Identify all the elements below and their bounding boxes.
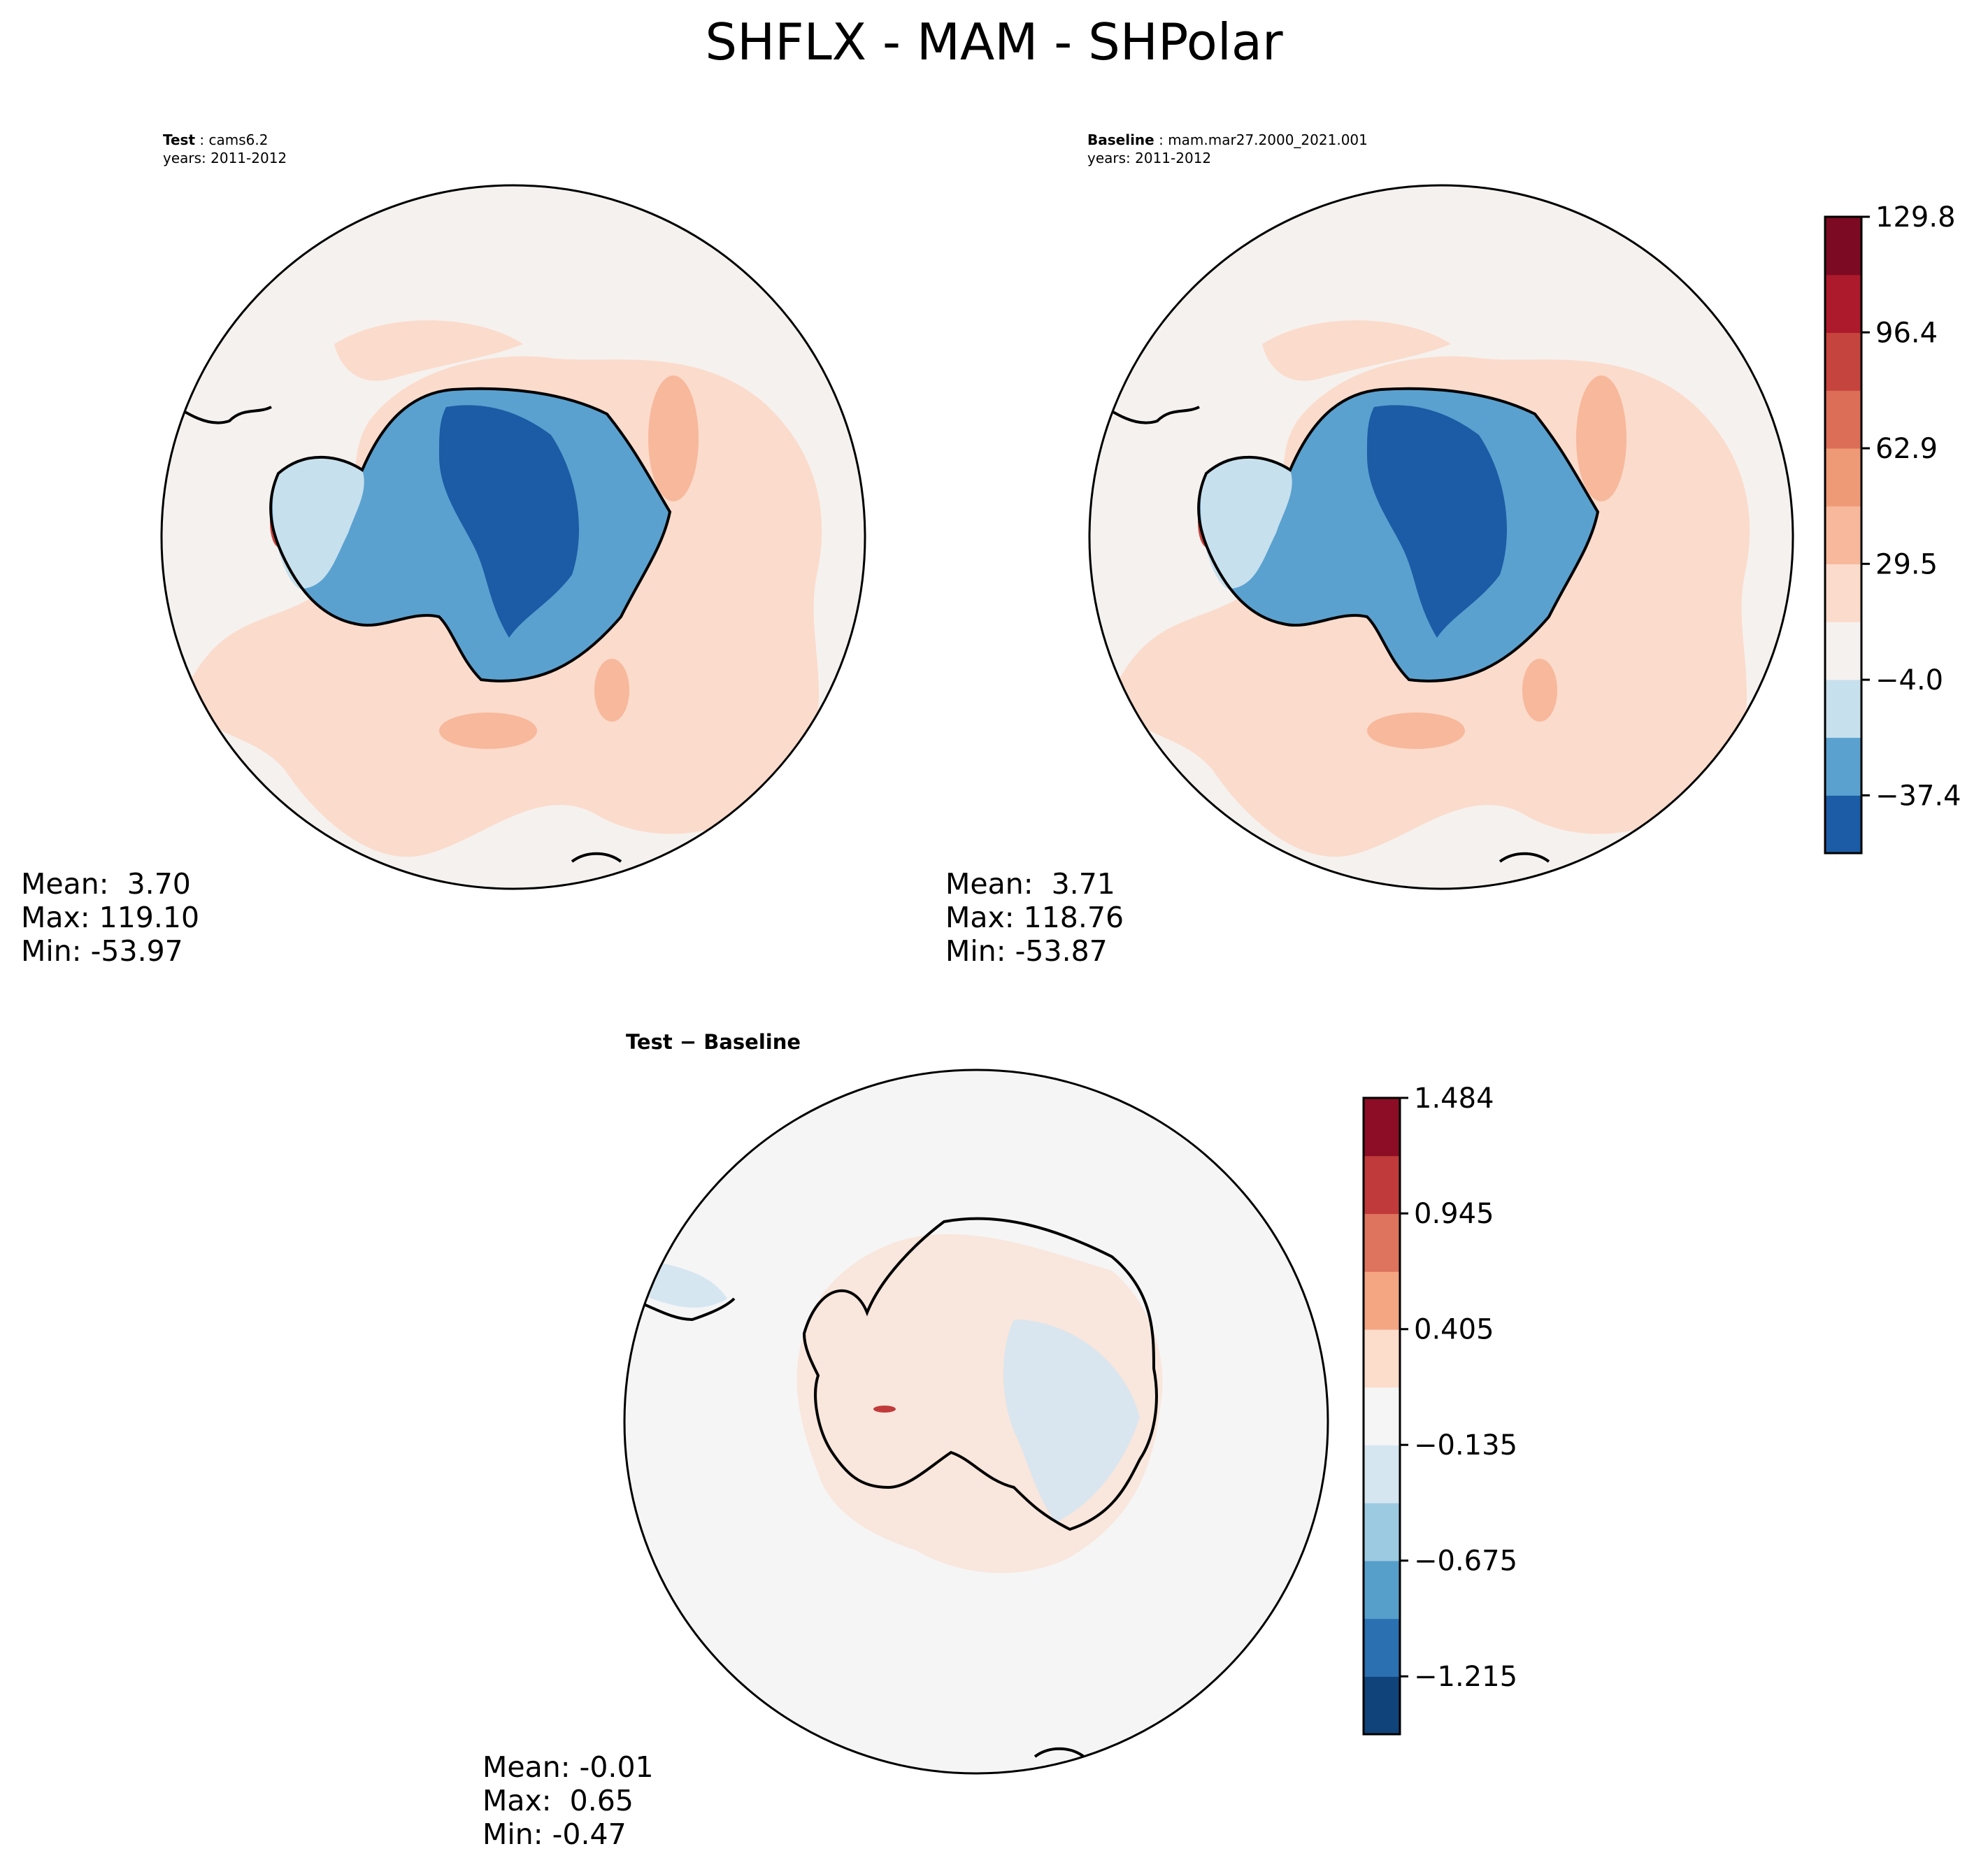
warm-patch	[334, 320, 523, 381]
difference-map	[623, 1069, 1329, 1775]
difference-colorbar-tick-label: −0.135	[1414, 1429, 1517, 1462]
baseline-colorbar-segment	[1825, 622, 1861, 680]
baseline-colorbar-segment	[1825, 564, 1861, 622]
difference-colorbar-segment	[1364, 1676, 1400, 1735]
antarctica-coastline	[802, 1217, 1158, 1531]
test-label-bold: Test	[163, 131, 196, 148]
difference-colorbar-frame	[1362, 1096, 1401, 1736]
warm-patch	[1367, 713, 1465, 749]
warm-patch	[439, 713, 537, 749]
difference-colorbar-tick-label: 0.945	[1414, 1198, 1494, 1230]
difference-colorbar-segment	[1364, 1155, 1400, 1215]
island-coastline	[571, 852, 622, 863]
test-map	[160, 184, 866, 890]
difference-colorbar-segment	[1364, 1098, 1400, 1157]
baseline-colorbar-tick-label: −4.0	[1875, 664, 1943, 696]
baseline-colorbar-segment	[1825, 274, 1861, 334]
baseline-colorbar-tick-label: −37.4	[1875, 780, 1961, 812]
difference-stat-mean: Mean: -0.01	[482, 1750, 654, 1784]
test-years: years: 2011-2012	[163, 150, 287, 166]
baseline-map	[1088, 184, 1794, 890]
warm-patch	[648, 376, 699, 501]
baseline-colorbar: 129.8 96.4 62.9 29.5 −4.0 −37.4	[1824, 201, 1961, 855]
cold-interior	[439, 405, 579, 638]
difference-stat-min: Min: -0.47	[482, 1817, 627, 1851]
baseline-colorbar-segment	[1825, 332, 1861, 391]
baseline-stats: Mean: 3.71 Max: 118.76 Min: -53.87	[945, 867, 1124, 968]
difference-colorbar-segment	[1364, 1503, 1400, 1562]
hot-spot	[873, 1406, 896, 1413]
baseline-label-colon: :	[1154, 131, 1168, 148]
difference-colorbar-tick-label: −1.215	[1414, 1661, 1517, 1693]
difference-colorbar-segment	[1364, 1329, 1400, 1388]
difference-colorbar-segment	[1364, 1618, 1400, 1677]
figure-title: SHFLX - MAM - SHPolar	[705, 13, 1283, 71]
antarctica-coastline	[269, 387, 672, 683]
baseline-stat-mean: Mean: 3.71	[945, 867, 1115, 901]
test-stat-mean: Mean: 3.70	[21, 867, 191, 901]
test-stat-max: Max: 119.10	[21, 901, 200, 934]
test-label: cams6.2	[208, 131, 269, 148]
baseline-stat-max: Max: 118.76	[945, 901, 1124, 934]
warm-patch	[1262, 320, 1451, 381]
warm-patch	[594, 659, 629, 722]
negative-diff-zone	[1003, 1320, 1140, 1522]
baseline-colorbar-frame	[1824, 215, 1863, 855]
difference-colorbar-segment	[1364, 1560, 1400, 1620]
baseline-panel-label: Baseline : mam.mar27.2000_2021.001 years…	[1087, 131, 1368, 167]
baseline-colorbar-tick-label: 129.8	[1875, 201, 1956, 234]
island-coastline	[1499, 852, 1550, 863]
test-label-colon: :	[195, 131, 209, 148]
difference-colorbar-segment	[1364, 1213, 1400, 1272]
baseline-colorbar-segment	[1825, 679, 1861, 738]
map-boundary	[1088, 184, 1794, 890]
test-panel-label: Test : cams6.2 years: 2011-2012	[163, 131, 287, 167]
baseline-colorbar-tick-label: 62.9	[1875, 433, 1938, 465]
map-boundary	[623, 1069, 1329, 1775]
cold-interior	[1367, 405, 1507, 638]
peninsula-ice	[1200, 457, 1292, 589]
baseline-colorbar-tick-label: 29.5	[1875, 548, 1938, 580]
difference-colorbar-tick-label: 0.405	[1414, 1314, 1494, 1346]
north-band	[1089, 185, 1793, 435]
difference-stat-max: Max: 0.65	[482, 1784, 634, 1817]
map-boundary	[160, 184, 866, 890]
baseline-colorbar-segment	[1825, 795, 1861, 854]
difference-stats: Mean: -0.01 Max: 0.65 Min: -0.47	[482, 1750, 654, 1851]
difference-colorbar-segment	[1364, 1445, 1400, 1503]
baseline-colorbar-segment	[1825, 448, 1861, 507]
difference-colorbar: 1.484 0.945 0.405 −0.135 −0.675 −1.215	[1362, 1082, 1517, 1736]
difference-colorbar-tick-label: 1.484	[1414, 1082, 1494, 1115]
difference-panel-label: Test − Baseline	[626, 1030, 801, 1054]
baseline-label-bold: Baseline	[1087, 131, 1154, 148]
baseline-label: mam.mar27.2000_2021.001	[1168, 131, 1368, 148]
antarctica-coastline	[1197, 387, 1600, 683]
test-stat-min: Min: -53.97	[21, 934, 183, 968]
difference-colorbar-tick-label: −0.675	[1414, 1545, 1517, 1578]
baseline-colorbar-segment	[1825, 506, 1861, 564]
north-band	[162, 185, 865, 435]
test-stats: Mean: 3.70 Max: 119.10 Min: -53.97	[21, 867, 199, 968]
baseline-colorbar-segment	[1825, 217, 1861, 276]
baseline-years: years: 2011-2012	[1087, 150, 1212, 166]
baseline-colorbar-segment	[1825, 737, 1861, 796]
difference-colorbar-segment	[1364, 1271, 1400, 1330]
baseline-stat-min: Min: -53.87	[945, 934, 1108, 968]
baseline-colorbar-tick-label: 96.4	[1875, 317, 1938, 349]
difference-colorbar-segment	[1364, 1387, 1400, 1445]
warm-patch	[1522, 659, 1557, 722]
island-coastline	[1034, 1747, 1085, 1758]
peninsula-ice	[272, 457, 364, 589]
warm-patch	[1576, 376, 1626, 501]
baseline-colorbar-segment	[1825, 390, 1861, 449]
south-america-coastline	[629, 1297, 736, 1322]
